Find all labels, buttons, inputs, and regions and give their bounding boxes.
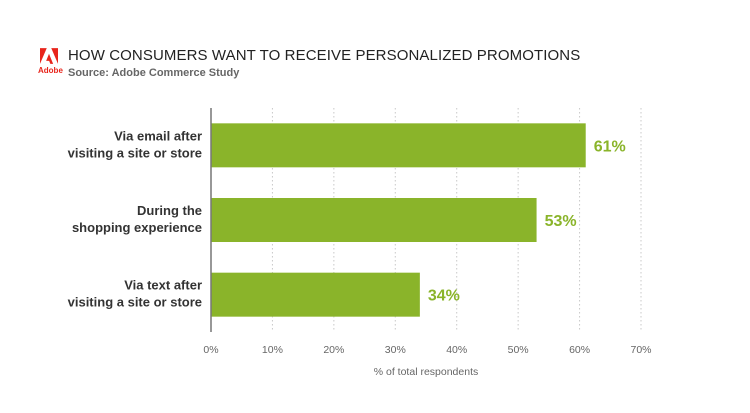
x-tick-label: 10%	[262, 344, 283, 356]
x-tick-label: 30%	[385, 344, 406, 356]
bar	[211, 198, 537, 242]
data-label: 34%	[428, 288, 460, 305]
bar	[211, 272, 420, 317]
adobe-logo-text: Adobe	[38, 66, 63, 75]
category-label: Via email after visiting a site or store	[68, 128, 202, 160]
category-labels: Via email after visiting a site or store D…	[68, 128, 202, 309]
chart-title: HOW CONSUMERS WANT TO RECEIVE PERSONALIZ…	[68, 47, 581, 64]
data-label: 61%	[594, 138, 626, 155]
x-tick-label: 0%	[203, 344, 218, 356]
chart-subtitle: Source: Adobe Commerce Study	[68, 67, 240, 79]
x-axis-title: % of total respondents	[374, 366, 478, 378]
bar	[211, 123, 586, 168]
x-tick-label: 20%	[323, 344, 344, 356]
data-labels: 61% 53% 34%	[428, 138, 626, 304]
x-tick-labels: 0% 10% 20% 30% 40% 50% 60% 70%	[203, 344, 651, 356]
category-label: Via text after visiting a site or store	[68, 278, 202, 310]
x-tick-label: 40%	[446, 344, 467, 356]
data-label: 53%	[545, 213, 577, 230]
x-tick-label: 70%	[630, 344, 651, 356]
adobe-logo: Adobe	[38, 48, 63, 75]
bars	[211, 123, 586, 317]
x-tick-label: 50%	[508, 344, 529, 356]
adobe-logo-icon	[40, 48, 58, 64]
x-tick-label: 60%	[569, 344, 590, 356]
category-label: During the shopping experience	[72, 203, 202, 235]
